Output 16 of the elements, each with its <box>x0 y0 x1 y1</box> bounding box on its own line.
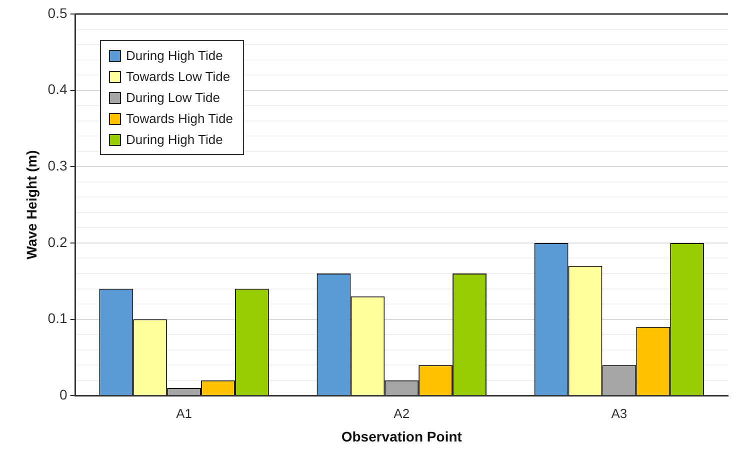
x-tick-label: A2 <box>394 406 410 421</box>
y-tick-label: 0.2 <box>48 234 68 250</box>
y-tick-label: 0 <box>59 386 68 402</box>
y-tick-label: 0.4 <box>48 81 68 98</box>
x-tick-label: A1 <box>176 406 192 421</box>
y-tick-label: 0.3 <box>48 158 68 174</box>
legend-label: Towards High Tide <box>126 111 233 126</box>
legend-label: Towards Low Tide <box>126 69 230 84</box>
x-axis-title: Observation Point <box>341 428 462 444</box>
legend-label: During High Tide <box>126 132 223 147</box>
legend-label: During Low Tide <box>126 90 220 105</box>
legend-label: During High Tide <box>126 48 223 63</box>
x-tick-label: A3 <box>611 406 628 421</box>
y-tick-label: 0.1 <box>48 310 68 326</box>
y-axis-title: Wave Height (m) <box>23 150 40 260</box>
y-tick-label: 0.5 <box>48 4 68 21</box>
